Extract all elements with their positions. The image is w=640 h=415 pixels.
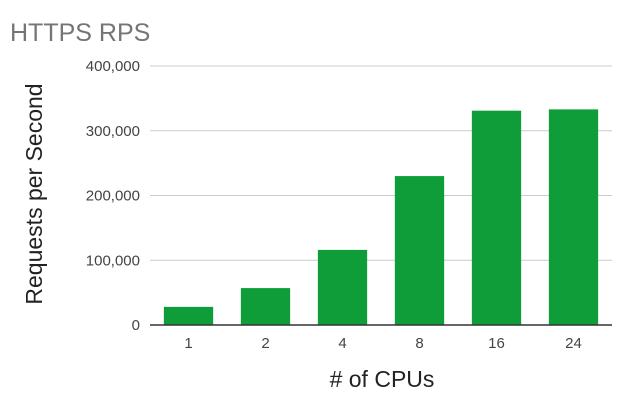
y-tick-label: 300,000 bbox=[86, 123, 140, 140]
x-tick-label: 16 bbox=[488, 335, 505, 352]
bar-24 bbox=[548, 109, 599, 325]
gridlines bbox=[150, 65, 612, 261]
y-axis-label: Requests per Second bbox=[21, 83, 47, 304]
x-tick-label: 1 bbox=[184, 335, 192, 352]
x-tick-label: 8 bbox=[415, 335, 423, 352]
y-tick-label: 100,000 bbox=[86, 252, 140, 269]
x-tick-labels: 1 2 4 8 16 24 bbox=[184, 335, 582, 352]
bars bbox=[163, 109, 599, 326]
x-axis-label: # of CPUs bbox=[330, 366, 435, 392]
bar-1 bbox=[163, 306, 214, 325]
y-tick-label: 200,000 bbox=[86, 188, 140, 205]
bar-2 bbox=[240, 288, 291, 325]
y-tick-labels: 0 100,000 200,000 300,000 400,000 bbox=[86, 58, 140, 334]
x-tick-label: 24 bbox=[565, 335, 582, 352]
bar-4 bbox=[317, 249, 368, 325]
x-tick-label: 4 bbox=[338, 335, 346, 352]
chart-title: HTTPS RPS bbox=[10, 19, 150, 47]
bar-8 bbox=[394, 176, 445, 325]
y-tick-label: 0 bbox=[132, 317, 140, 334]
y-tick-label: 400,000 bbox=[86, 58, 140, 75]
bar-16 bbox=[471, 110, 522, 326]
x-tick-label: 2 bbox=[261, 335, 269, 352]
